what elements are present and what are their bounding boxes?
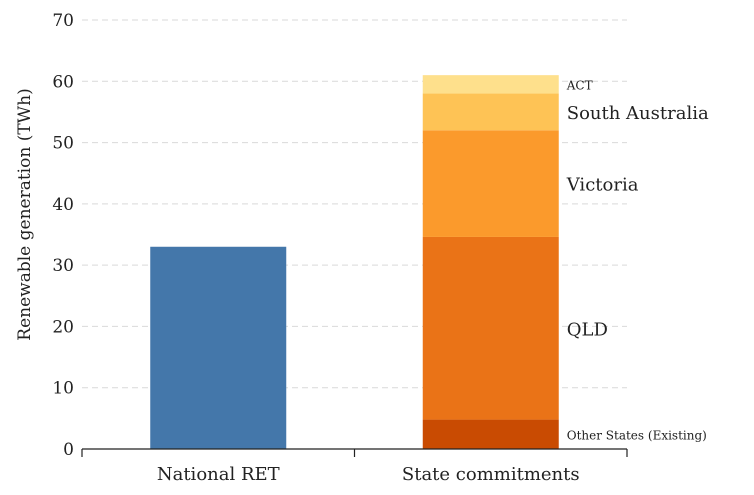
x-tick-label: National RET (157, 464, 280, 485)
segment-label: South Australia (567, 103, 709, 124)
labels: 0 10 20 30 40 50 60 70 National RET Other States … (52, 11, 709, 485)
segment-label: ACT (566, 78, 593, 92)
y-tick-label: 10 (52, 379, 74, 399)
bar-segment (422, 419, 559, 449)
y-tick-label: 0 (63, 440, 74, 460)
x-tick-label: State commitments (402, 464, 580, 485)
y-tick-label: 50 (52, 134, 74, 154)
bar-segment (422, 93, 559, 131)
bar-segment (422, 236, 559, 420)
y-tick-label: 30 (52, 256, 74, 276)
y-tick-label: 60 (52, 72, 74, 92)
y-tick-label: 20 (52, 317, 74, 337)
axes (81, 448, 628, 457)
bar-segment (422, 130, 559, 237)
y-tick-label: 70 (52, 11, 74, 31)
bars (150, 75, 559, 449)
bar-segment (422, 75, 559, 94)
segment-label: QLD (567, 319, 608, 340)
segment-label: Other States (Existing) (567, 428, 707, 442)
y-tick-label: 40 (52, 195, 74, 215)
y-axis-title: Renewable generation (TWh) (15, 88, 35, 340)
bar-segment (150, 246, 287, 449)
segment-label: Victoria (566, 175, 639, 196)
